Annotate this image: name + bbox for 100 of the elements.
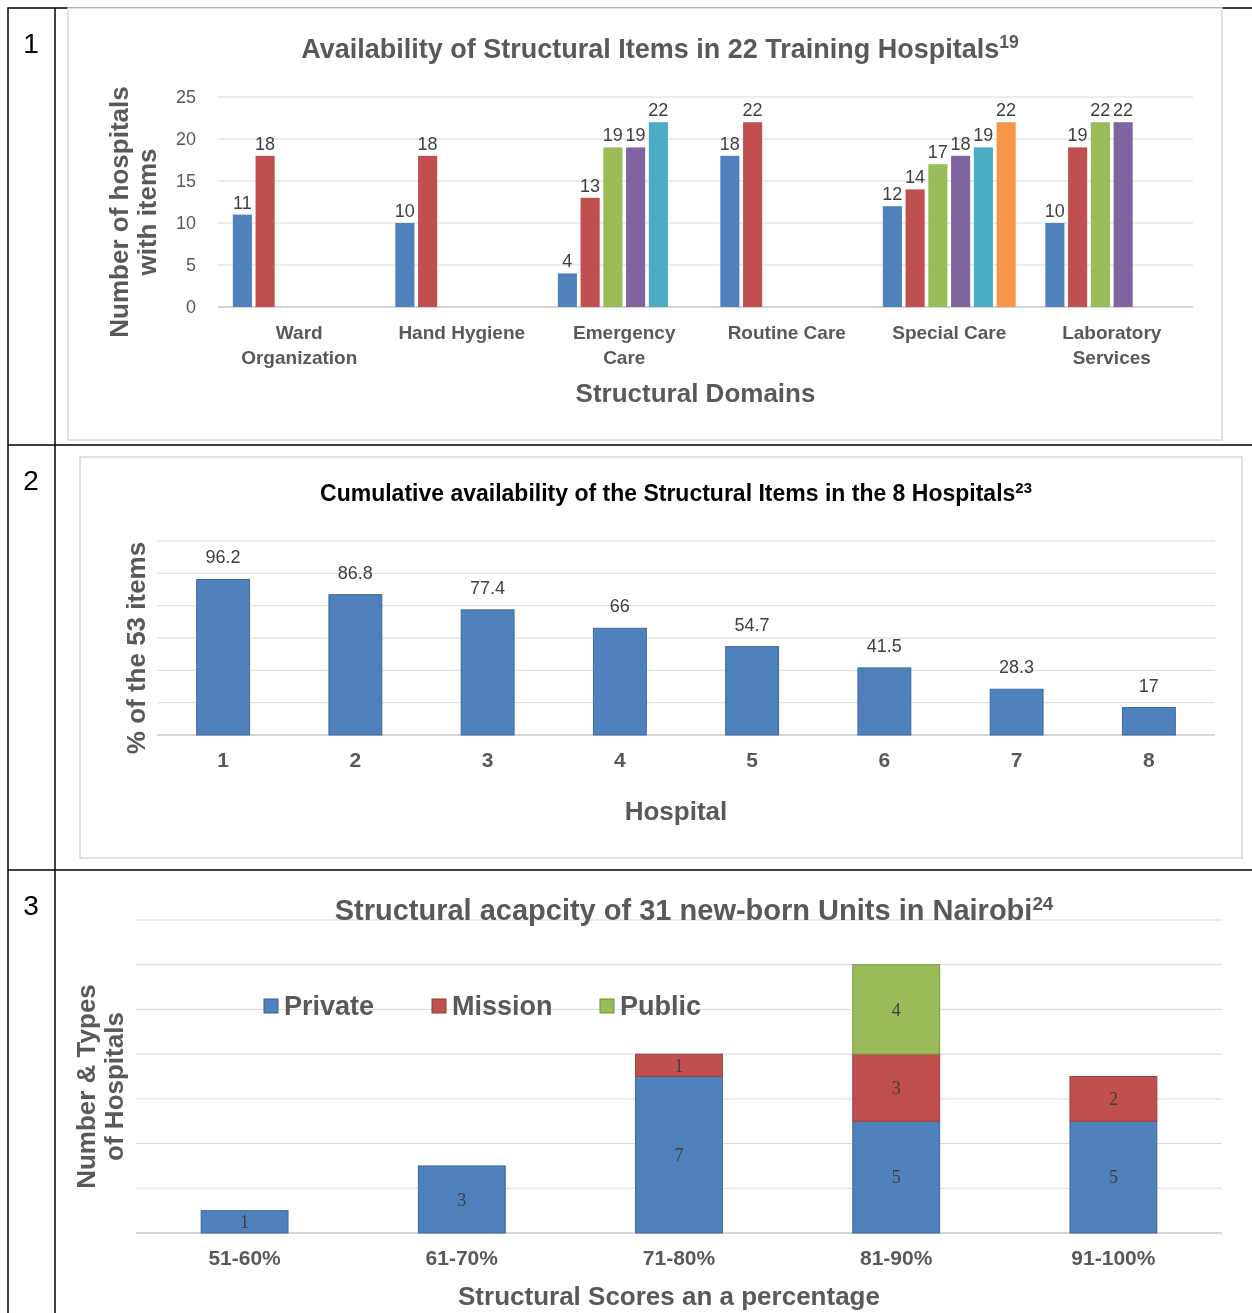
y-axis-title: Number of hospitals with items [104, 86, 162, 338]
data-label: 10 [394, 201, 415, 221]
x-tick-label: 6 [878, 748, 891, 771]
data-label: 66 [609, 596, 630, 617]
x-tick-label: 81-90% [860, 1246, 933, 1269]
x-tick-label: Emergency Care [573, 322, 676, 368]
x-tick-label: 61-70% [425, 1246, 499, 1269]
x-tick-label: 1 [217, 748, 230, 771]
data-label: 18 [719, 133, 740, 154]
bar [557, 273, 577, 307]
x-tick-label: Hand Hygiene [398, 322, 526, 343]
data-label: 22 [1113, 100, 1134, 121]
data-label: 86.8 [337, 562, 373, 583]
bar [951, 155, 971, 307]
y-tick-label: 15 [175, 171, 196, 192]
x-tick-label: Ward Organization [241, 322, 358, 368]
bar [852, 1053, 941, 1122]
data-label: 2 [1108, 1089, 1118, 1110]
data-label: 10 [1044, 201, 1065, 221]
bar [592, 627, 647, 736]
data-label: 4 [891, 999, 901, 1020]
bar [1068, 147, 1088, 307]
x-tick-label: Special Care [892, 322, 1007, 343]
y-tick-label: 10 [175, 213, 196, 234]
x-tick-label: 3 [481, 748, 494, 771]
x-tick-label: 2 [349, 748, 362, 771]
bar [852, 964, 941, 1055]
data-label: 54.7 [734, 614, 770, 635]
legend-label: Public [620, 991, 702, 1022]
bar [648, 122, 668, 307]
text: 1 [23, 27, 39, 59]
bar [635, 1053, 723, 1077]
data-label: 22 [742, 100, 763, 121]
y-tick-label: 25 [175, 87, 196, 108]
bar [626, 147, 646, 307]
data-label: 3 [891, 1077, 901, 1098]
bar [973, 147, 993, 307]
data-label: 22 [996, 100, 1017, 121]
bar [725, 646, 780, 736]
data-label: 17 [1138, 675, 1159, 696]
x-tick-label: 5 [746, 748, 759, 771]
bar [200, 1210, 289, 1234]
x-tick-label: 7 [1010, 748, 1023, 771]
chart-title: Availability of Structural Items in 22 Training Hospitals$^{19}$ [301, 32, 1020, 64]
bar [328, 594, 383, 736]
data-label: 41.5 [866, 635, 902, 656]
data-label: 1 [674, 1055, 684, 1076]
bar [882, 206, 902, 307]
data-label: 17 [927, 142, 948, 163]
bar [1045, 223, 1065, 307]
text: 3 [23, 889, 39, 921]
data-label: 13 [580, 175, 601, 196]
y-axis-title: Number & Types of Hospitals [71, 984, 129, 1189]
chart-title: Cumulative availability of the Structural Items in the 8 Hospitals$^{23}$ [320, 478, 1032, 506]
data-label: 19 [625, 125, 646, 146]
bar [852, 1120, 941, 1234]
bar [635, 1076, 723, 1234]
y-tick-label: 5 [185, 255, 196, 276]
data-label: 19 [973, 125, 994, 146]
bar [460, 609, 515, 736]
data-label: 22 [648, 100, 669, 121]
data-label: 22 [1090, 100, 1111, 121]
bar [989, 688, 1044, 736]
x-tick-label: 51-60% [208, 1246, 282, 1269]
data-label: 28.3 [999, 657, 1035, 678]
data-label: 11 [233, 192, 252, 213]
x-tick-label: 71-80% [642, 1246, 716, 1269]
data-label: 14 [905, 167, 926, 188]
x-axis-title: Hospital [624, 796, 728, 826]
data-label: 19 [602, 125, 623, 146]
x-axis-title: Structural Domains [575, 378, 816, 408]
y-axis-title: % of the 53 items [121, 541, 151, 755]
bar [905, 189, 925, 307]
bar [1121, 707, 1176, 736]
data-label: 3 [457, 1189, 467, 1210]
data-label: 4 [562, 251, 573, 272]
bar [1069, 1076, 1158, 1122]
data-label: 12 [882, 184, 903, 205]
data-label: 7 [674, 1145, 684, 1166]
x-tick-label: Routine Care [727, 322, 846, 343]
x-tick-label: Laboratory Services [1062, 322, 1162, 368]
bar [580, 197, 600, 307]
data-label: 18 [950, 133, 971, 154]
bar [857, 667, 912, 736]
legend-label: Private [284, 991, 375, 1022]
x-tick-label: 4 [614, 748, 627, 771]
bar [417, 1165, 506, 1234]
bar [743, 122, 763, 307]
data-label: 5 [891, 1167, 901, 1188]
bar [1069, 1120, 1158, 1234]
data-label: 77.4 [470, 577, 506, 598]
bar [996, 122, 1016, 307]
bar [603, 147, 623, 307]
data-label: 18 [255, 133, 276, 154]
data-label: 96.2 [205, 547, 241, 568]
bar [418, 155, 438, 307]
data-label: 5 [1108, 1167, 1118, 1188]
y-tick-label: 20 [175, 129, 196, 150]
data-label: 18 [417, 133, 438, 154]
bar [1113, 122, 1133, 307]
